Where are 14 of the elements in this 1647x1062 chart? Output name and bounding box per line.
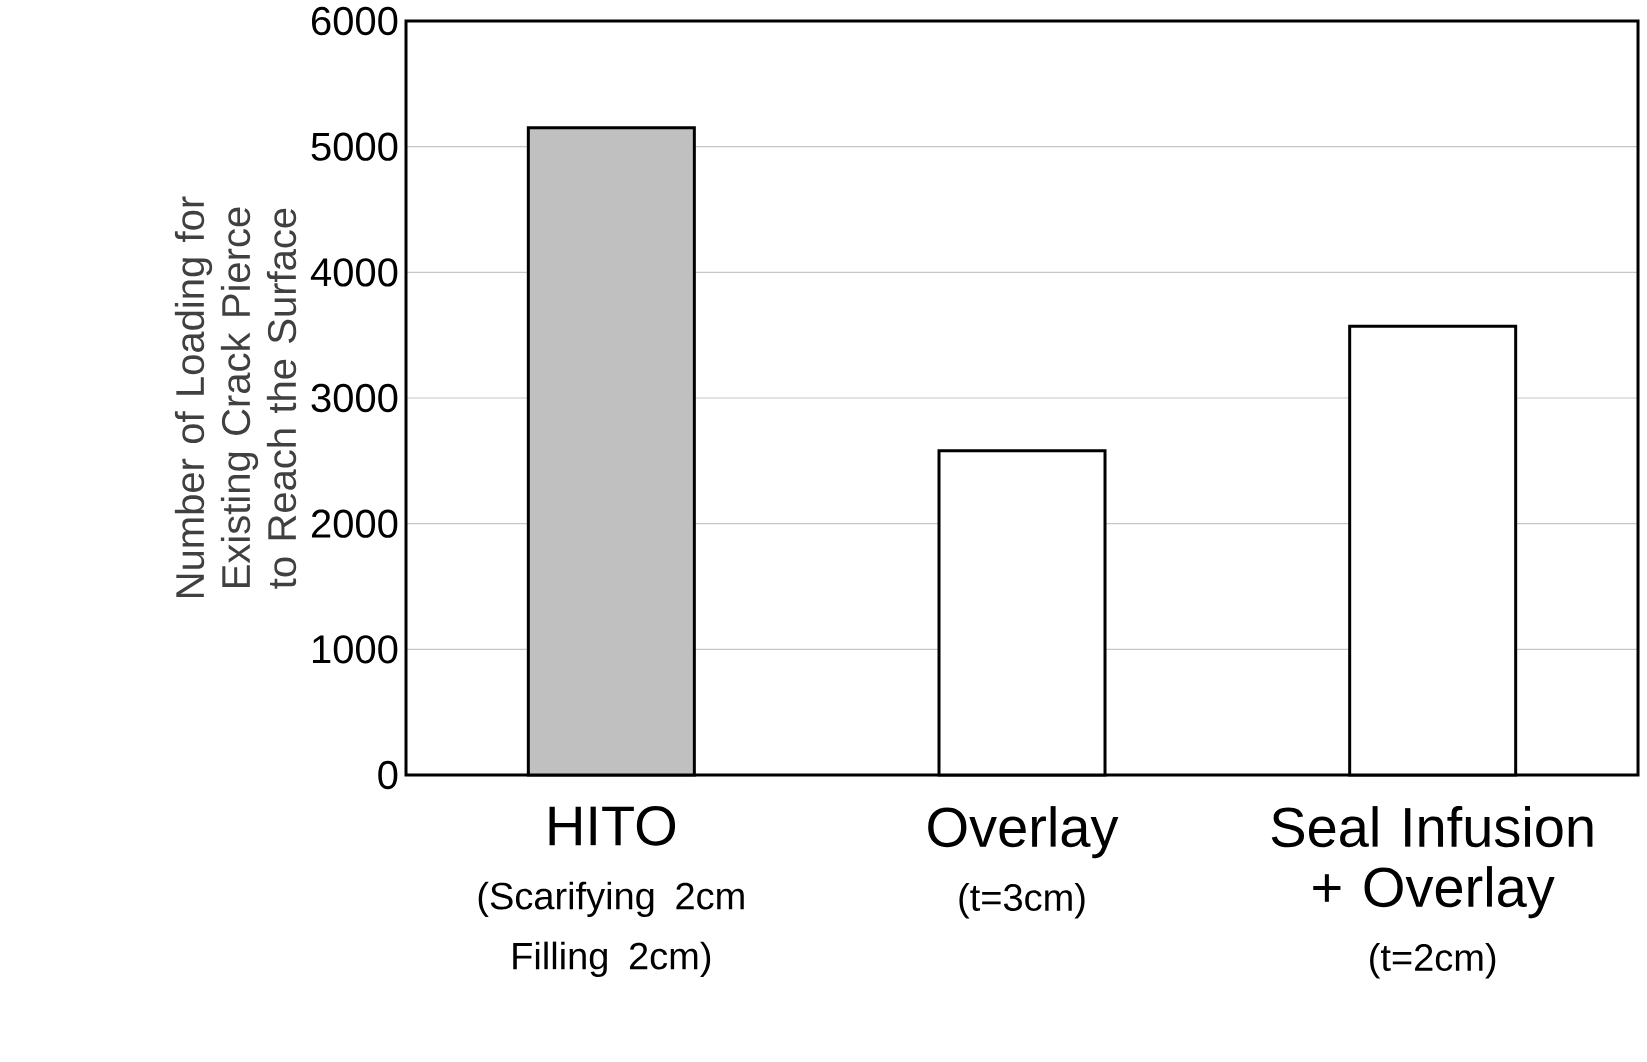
y-tick-label: 6000 — [312, 6, 398, 36]
x-tick-label: HITO — [549, 806, 676, 846]
y-tick-label: 5000 — [311, 132, 398, 161]
y-tick-label: 4000 — [310, 258, 398, 287]
y-axis-title: Number of Loading for Existing Crack Pierce to Reach the Surface — [174, 196, 297, 598]
text: (t=3cm) — [959, 883, 1085, 919]
text: (t=2cm) — [1370, 943, 1496, 979]
y-tick-label: 0 — [378, 760, 398, 790]
text: (Scarifying 2cm Filling 2cm) — [478, 881, 744, 978]
y-tick-label: 3000 — [311, 383, 398, 413]
y-tick-label: 2000 — [311, 509, 398, 538]
x-tick-label: Overlay — [928, 806, 1119, 859]
y-tick-label: 1000 — [313, 635, 398, 664]
x-tick-label: Seal Infusion + Overlay — [1271, 806, 1593, 919]
